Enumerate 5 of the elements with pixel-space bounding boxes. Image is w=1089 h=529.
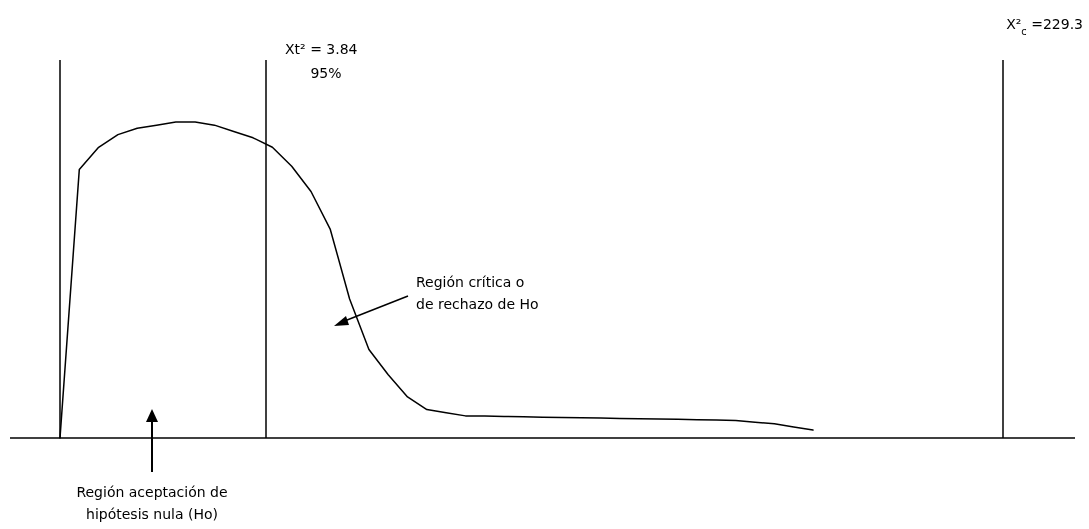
annotation: Región crítica o de rechazo de Ho — [416, 274, 539, 312]
text: 95% — [310, 65, 342, 81]
text: Xt² = 3.84 — [285, 41, 358, 57]
text: X²$_{c}$ =229.3 — [1006, 16, 1083, 37]
text: Región aceptación de hipótesis nula (Ho) — [76, 484, 228, 522]
